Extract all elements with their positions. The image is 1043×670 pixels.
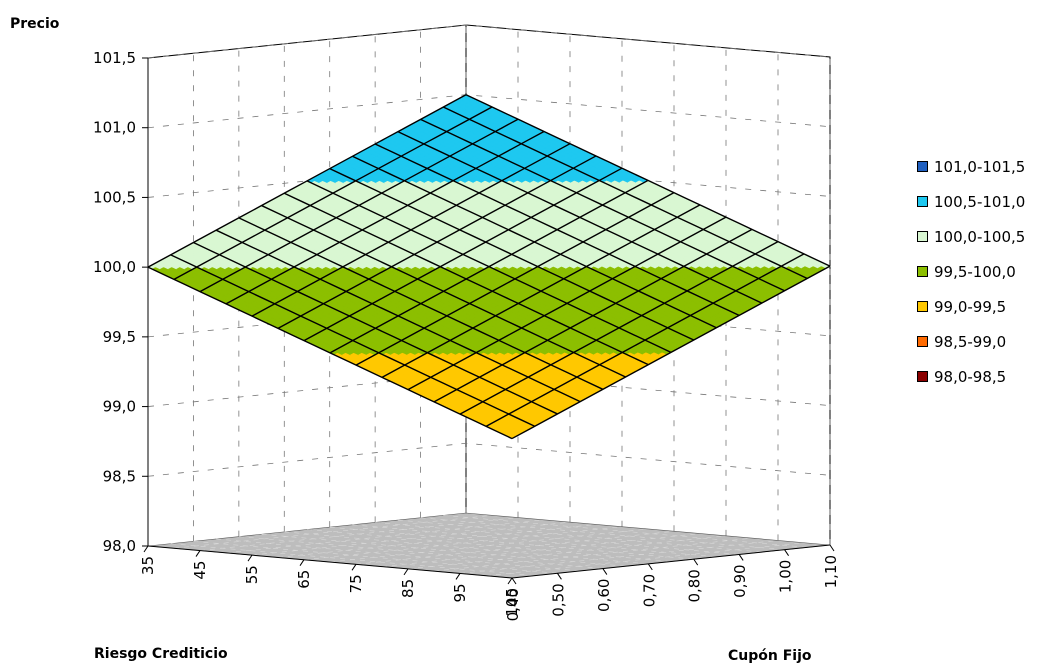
gridline-horizontal — [148, 443, 830, 476]
gridline-horizontal — [148, 25, 830, 58]
surface-mesh — [148, 95, 830, 439]
